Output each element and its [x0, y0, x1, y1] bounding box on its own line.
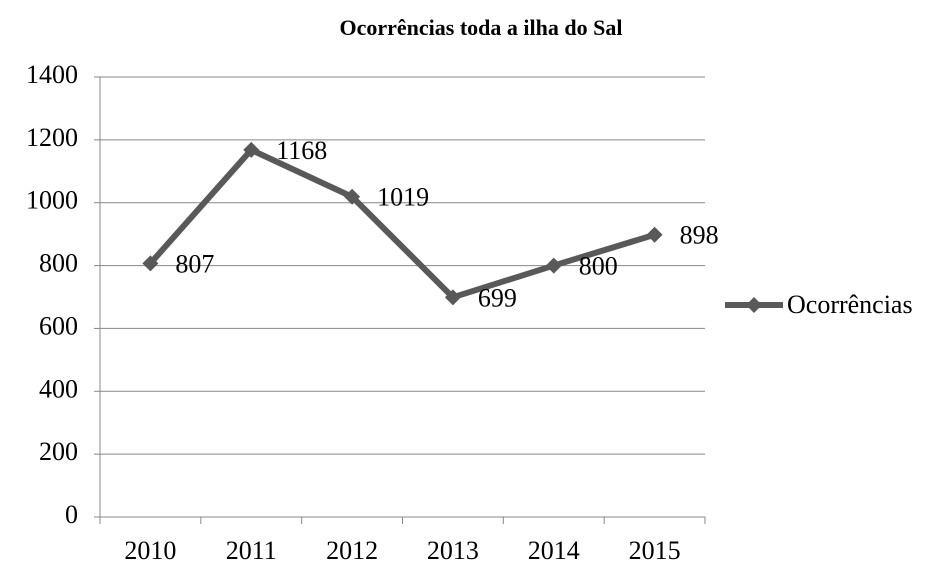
data-label: 1019: [377, 183, 429, 212]
y-tick-label: 1200: [26, 123, 78, 152]
data-point: [444, 289, 461, 306]
data-label: 699: [478, 283, 517, 312]
data-label: 807: [175, 249, 214, 278]
data-point: [545, 257, 562, 274]
data-point: [646, 226, 663, 243]
x-tick-label: 2011: [226, 536, 277, 565]
y-tick-label: 0: [65, 500, 78, 529]
legend-label: Ocorrências: [787, 290, 913, 319]
x-tick-label: 2014: [528, 536, 580, 565]
y-tick-label: 400: [39, 374, 78, 403]
y-tick-label: 1000: [26, 186, 78, 215]
y-tick-label: 1400: [26, 60, 78, 89]
data-label: 1168: [276, 136, 327, 165]
data-point: [142, 255, 159, 272]
data-label: 898: [680, 221, 719, 250]
data-label: 800: [579, 252, 618, 281]
legend-marker: [746, 297, 762, 313]
x-tick-label: 2015: [629, 536, 681, 565]
x-tick-label: 2013: [427, 536, 479, 565]
chart-title: Ocorrências toda a ilha do Sal: [340, 15, 623, 40]
y-tick-label: 800: [39, 249, 78, 278]
data-point: [243, 141, 260, 158]
y-tick-label: 600: [39, 311, 78, 340]
line: [148, 146, 656, 301]
x-tick-label: 2010: [124, 536, 176, 565]
data-point: [344, 188, 361, 205]
y-tick-label: 200: [39, 437, 78, 466]
x-tick-label: 2012: [326, 536, 378, 565]
